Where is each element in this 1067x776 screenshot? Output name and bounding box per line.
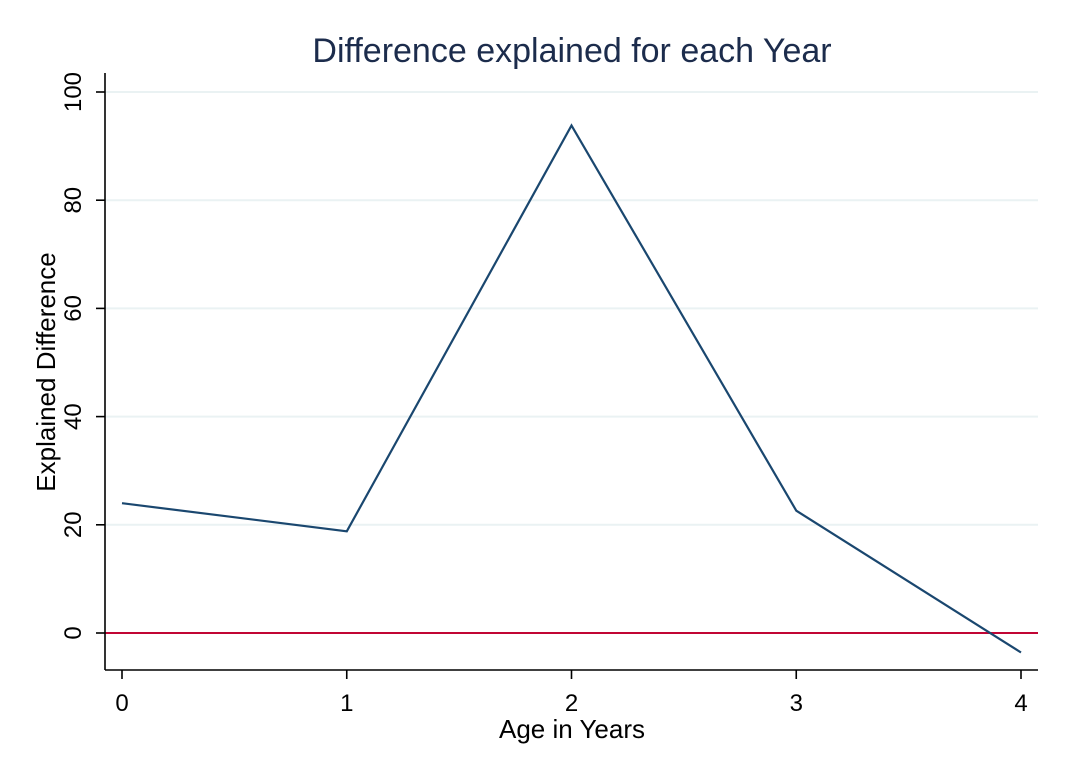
x-tick-label: 4 <box>1014 690 1027 717</box>
y-tick-label: 40 <box>60 403 87 430</box>
y-axis-ticks: 0 20 40 60 80 100 <box>60 72 105 640</box>
y-tick-label: 0 <box>60 626 87 639</box>
y-tick-label: 60 <box>60 295 87 322</box>
chart-title: Difference explained for each Year <box>312 32 831 70</box>
y-tick-label: 20 <box>60 511 87 538</box>
x-tick-label: 2 <box>565 690 578 717</box>
y-tick-label: 80 <box>60 187 87 214</box>
x-tick-label: 0 <box>115 690 128 717</box>
x-axis-label: Age in Years <box>499 714 645 744</box>
x-tick-label: 3 <box>790 690 803 717</box>
series-line <box>121 123 1022 654</box>
y-tick-label: 100 <box>60 72 87 112</box>
y-axis-label: Explained Difference <box>31 252 61 491</box>
x-tick-label: 1 <box>340 690 353 717</box>
x-axis-ticks: 0 1 2 3 4 <box>115 670 1028 717</box>
